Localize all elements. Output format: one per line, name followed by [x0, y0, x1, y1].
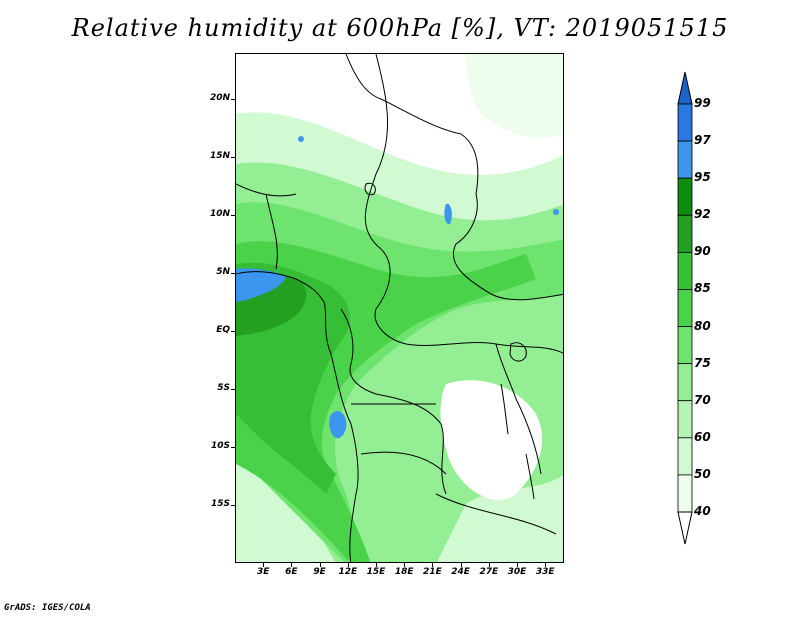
- colorbar-segment: [677, 103, 693, 142]
- lon-tick: [291, 563, 293, 567]
- lat-tick: [231, 157, 236, 159]
- lat-label: 10S: [210, 441, 230, 452]
- colorbar-level-label: 99: [694, 96, 711, 110]
- lon-label: 30E: [507, 567, 527, 577]
- country-borders: [236, 54, 563, 562]
- lon-tick: [432, 563, 434, 567]
- colorbar-segment: [677, 140, 693, 179]
- humidity-field: [236, 54, 563, 562]
- colorbar-top-triangle: [677, 71, 693, 105]
- lon-tick: [488, 563, 490, 567]
- lon-label: 12E: [338, 567, 358, 577]
- lat-tick: [231, 99, 236, 101]
- humidity-max-spot: [298, 136, 304, 142]
- lon-tick: [517, 563, 518, 567]
- lat-label: 20N: [209, 93, 230, 104]
- colorbar-level-label: 90: [694, 244, 711, 259]
- lat-tick: [231, 215, 236, 217]
- lake-chad: [364, 182, 376, 196]
- lon-label: 9E: [313, 567, 326, 577]
- lat-label: 15S: [210, 499, 230, 510]
- lake-victoria: [509, 342, 527, 362]
- colorbar-level-label: 85: [694, 281, 711, 296]
- humidity-max-spot: [553, 209, 559, 215]
- lon-label: 24E: [451, 567, 470, 577]
- lat-label: 5S: [217, 383, 230, 394]
- lon-label: 6E: [285, 567, 298, 577]
- map-panel: [235, 53, 564, 563]
- lake-malawi: [525, 453, 535, 500]
- dry-region-east: [440, 380, 543, 500]
- colorbar-segment: [677, 214, 693, 253]
- lat-tick: [231, 389, 236, 391]
- lat-tick: [231, 505, 236, 507]
- colorbar-level-label: 50: [694, 466, 711, 481]
- lat-tick: [231, 331, 236, 333]
- colorbar-segment: [677, 326, 693, 365]
- colorbar-segment: [677, 363, 693, 402]
- lake-tanganyika: [500, 383, 509, 435]
- humidity-max-sahel: [444, 203, 452, 225]
- grads-credit: GrADS: IGES/COLA: [4, 603, 91, 613]
- colorbar-level-label: 92: [694, 207, 711, 222]
- lon-tick: [404, 563, 406, 567]
- colorbar-segment: [677, 177, 693, 216]
- colorbar-level-label: 75: [694, 355, 711, 370]
- lat-tick: [231, 447, 236, 449]
- lat-label: 15N: [209, 151, 230, 162]
- lon-tick: [460, 563, 462, 567]
- lat-label: 5N: [216, 267, 230, 278]
- lon-label: 3E: [256, 567, 270, 577]
- dry-region-north: [466, 54, 563, 138]
- colorbar-level-label: 60: [694, 429, 711, 444]
- humidity-max-gulf-of-guinea: [236, 268, 286, 302]
- colorbar-segment: [677, 474, 693, 513]
- lat-label: 10N: [209, 209, 230, 220]
- lat-tick: [231, 273, 236, 275]
- colorbar-level-label: 40: [694, 504, 711, 518]
- humidity-max-angola: [329, 411, 347, 439]
- colorbar-segment: [677, 251, 693, 290]
- colorbar-level-label: 95: [694, 170, 711, 185]
- lat-label: EQ: [216, 325, 230, 336]
- lon-label: 33E: [535, 567, 555, 577]
- lon-label: 18E: [394, 567, 414, 577]
- colorbar-segment: [677, 437, 693, 476]
- colorbar-bottom-triangle: [677, 511, 693, 545]
- colorbar-segment: [677, 289, 693, 327]
- lon-tick: [319, 563, 321, 567]
- lon-tick: [263, 563, 265, 567]
- colorbar-segment: [677, 400, 693, 439]
- lon-tick: [376, 563, 377, 567]
- colorbar: [677, 71, 693, 545]
- colorbar-level-label: 80: [694, 318, 711, 333]
- map-title: Relative humidity at 600hPa [%], VT: 201…: [71, 14, 729, 42]
- lon-label: 21E: [423, 567, 442, 577]
- lon-tick: [545, 563, 547, 567]
- colorbar-level-label: 70: [694, 392, 711, 407]
- colorbar-level-label: 97: [694, 133, 711, 148]
- lakes: [364, 182, 535, 500]
- lon-label: 15E: [366, 567, 386, 577]
- lon-tick: [347, 563, 349, 567]
- lon-label: 27E: [479, 567, 499, 577]
